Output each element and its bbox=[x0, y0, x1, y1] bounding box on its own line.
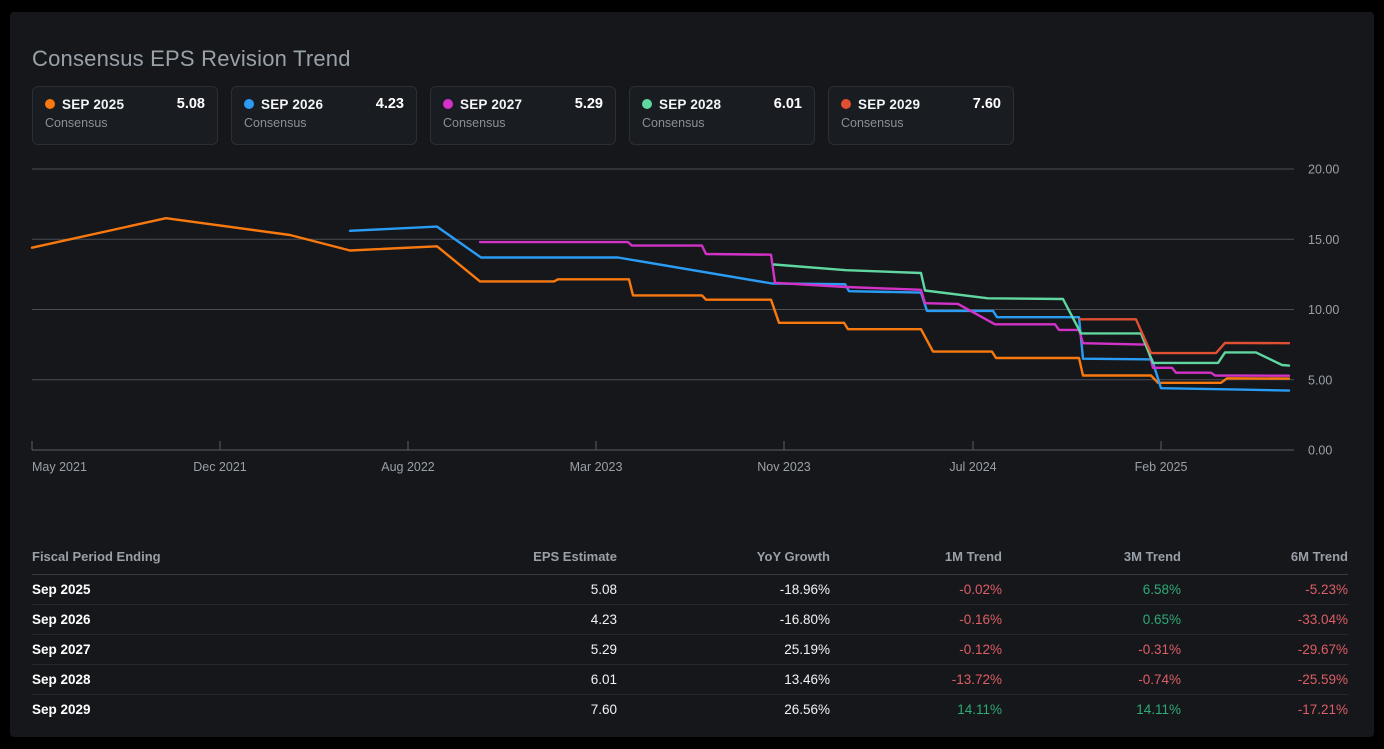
legend-card-label: SEP 2027 bbox=[460, 96, 523, 112]
eps-estimate-cell: 5.29 bbox=[332, 634, 617, 665]
series-color-dot bbox=[841, 99, 851, 109]
column-header-3m-trend: 3M Trend bbox=[1002, 540, 1181, 575]
x-axis-label: Mar 2023 bbox=[570, 460, 623, 474]
fiscal-period-cell: Sep 2028 bbox=[32, 664, 332, 695]
1m-trend-cell: -0.16% bbox=[830, 604, 1002, 635]
yoy-growth-cell: 26.56% bbox=[784, 702, 830, 717]
column-header-fiscal-period-ending: Fiscal Period Ending bbox=[32, 540, 332, 575]
y-axis-label-5.00: 5.00 bbox=[1308, 373, 1332, 387]
yoy-growth-cell: 25.19% bbox=[617, 634, 830, 665]
legend-card-subtitle: Consensus bbox=[443, 116, 506, 130]
1m-trend-cell: -0.02% bbox=[830, 574, 1002, 605]
legend-row: SEP 2025 5.08 Consensus SEP 2026 4.23 Co… bbox=[32, 86, 1014, 145]
legend-card-sep-2028[interactable]: SEP 2028 6.01 Consensus bbox=[629, 86, 815, 145]
legend-card-value: 7.60 bbox=[972, 96, 1001, 112]
column-header-1m-trend: 1M Trend bbox=[830, 540, 1002, 575]
series-color-dot bbox=[642, 99, 652, 109]
legend-card-value: 4.23 bbox=[375, 96, 404, 112]
legend-card-subtitle: Consensus bbox=[841, 116, 904, 130]
series-color-dot bbox=[45, 99, 55, 109]
y-axis-label-10.00: 10.00 bbox=[1308, 303, 1339, 317]
1m-trend-cell: -13.72% bbox=[830, 664, 1002, 695]
table-header-row: Fiscal Period Ending EPS Estimate YoY Gr… bbox=[32, 540, 1348, 575]
legend-card-value: 5.29 bbox=[574, 96, 603, 112]
6m-trend-cell: -33.04% bbox=[1181, 604, 1348, 635]
3m-trend-cell: 6.58% bbox=[1002, 574, 1181, 605]
series-line-sep-2025-consensus bbox=[30, 216, 1291, 384]
table-row-sep-2025: Sep 2025 5.08 -18.96% -0.02% 6.58% -5.23% bbox=[32, 574, 1348, 605]
legend-card-label: SEP 2029 bbox=[858, 96, 921, 112]
legend-card-label: SEP 2028 bbox=[659, 96, 722, 112]
yoy-growth-cell: -18.96% bbox=[617, 574, 830, 605]
yoy-growth-cell: 13.46% bbox=[617, 664, 830, 695]
y-axis-label-20.00: 20.00 bbox=[1308, 163, 1339, 177]
column-header-eps-estimate: EPS Estimate bbox=[332, 540, 617, 575]
table-row-sep-2028: Sep 2028 6.01 13.46% -13.72% -0.74% -25.59% bbox=[32, 664, 1348, 695]
table-row-sep-2029: Sep 2029 7.60 26.56% 14.11% 14.11% -17.21% bbox=[32, 695, 1348, 725]
legend-card-value: 5.08 bbox=[176, 96, 205, 112]
eps-revision-chart: 0.00 5.00 10.00 15.00 20.00 May 2021 Dec 2021 A… bbox=[10, 150, 1374, 490]
1m-trend-cell: -0.12% bbox=[830, 634, 1002, 665]
x-axis-label: Dec 2021 bbox=[193, 460, 247, 474]
legend-card-label: SEP 2026 bbox=[261, 96, 324, 112]
eps-revision-chart-svg: 0.00 5.00 10.00 15.00 20.00 May 2021 Dec 2021 A… bbox=[30, 163, 1339, 474]
legend-card-subtitle: Consensus bbox=[642, 116, 705, 130]
fiscal-period-cell: Sep 2025 bbox=[32, 574, 332, 605]
legend-card-subtitle: Consensus bbox=[244, 116, 307, 130]
page-title: Consensus EPS Revision Trend bbox=[32, 46, 351, 71]
eps-estimate-cell: 7.60 bbox=[590, 702, 617, 717]
legend-card-sep-2026[interactable]: SEP 2026 4.23 Consensus bbox=[231, 86, 417, 145]
fiscal-period-cell: Sep 2027 bbox=[32, 634, 332, 665]
eps-estimates-table: Fiscal Period Ending EPS Estimate YoY Gr… bbox=[32, 540, 1348, 724]
3m-trend-cell: 0.65% bbox=[1002, 604, 1181, 635]
app-panel: Consensus EPS Revision Trend SEP 2025 5.… bbox=[10, 12, 1374, 737]
legend-card-label: SEP 2025 bbox=[62, 96, 125, 112]
y-axis-label-0.00: 0.00 bbox=[1308, 444, 1332, 458]
legend-card-subtitle: Consensus bbox=[45, 116, 108, 130]
column-header-yoy-growth: YoY Growth bbox=[617, 540, 830, 575]
x-axis-label: Nov 2023 bbox=[757, 460, 811, 474]
eps-estimate-cell: 4.23 bbox=[332, 604, 617, 635]
yoy-growth-cell: -16.80% bbox=[617, 604, 830, 635]
6m-trend-cell: -25.59% bbox=[1181, 664, 1348, 695]
series-color-dot bbox=[244, 99, 254, 109]
legend-card-sep-2027[interactable]: SEP 2027 5.29 Consensus bbox=[430, 86, 616, 145]
x-axis-label: Feb 2025 bbox=[1135, 460, 1188, 474]
legend-card-sep-2025[interactable]: SEP 2025 5.08 Consensus bbox=[32, 86, 218, 145]
1m-trend-cell: 14.11% bbox=[957, 702, 1002, 717]
column-header-6m-trend: 6M Trend bbox=[1181, 540, 1348, 575]
6m-trend-cell: -5.23% bbox=[1181, 574, 1348, 605]
legend-card-sep-2029[interactable]: SEP 2029 7.60 Consensus bbox=[828, 86, 1014, 145]
fiscal-period-cell: Sep 2029 bbox=[32, 702, 91, 717]
series-line-sep-2029-consensus bbox=[1078, 318, 1291, 355]
6m-trend-cell: -17.21% bbox=[1297, 702, 1348, 717]
table-row-sep-2026: Sep 2026 4.23 -16.80% -0.16% 0.65% -33.04% bbox=[32, 604, 1348, 635]
3m-trend-cell: -0.74% bbox=[1002, 664, 1181, 695]
y-axis-label-15.00: 15.00 bbox=[1308, 233, 1339, 247]
eps-estimate-cell: 5.08 bbox=[332, 574, 617, 605]
series-line-sep-2028-consensus bbox=[772, 263, 1291, 367]
3m-trend-cell: 14.11% bbox=[1136, 702, 1181, 717]
6m-trend-cell: -29.67% bbox=[1181, 634, 1348, 665]
fiscal-period-cell: Sep 2026 bbox=[32, 604, 332, 635]
series-line-sep-2026-consensus bbox=[348, 225, 1291, 392]
x-axis-label: Jul 2024 bbox=[949, 460, 996, 474]
legend-card-value: 6.01 bbox=[773, 96, 802, 112]
table-row-sep-2027: Sep 2027 5.29 25.19% -0.12% -0.31% -29.67% bbox=[32, 634, 1348, 665]
3m-trend-cell: -0.31% bbox=[1002, 634, 1181, 665]
x-axis-label: Aug 2022 bbox=[381, 460, 435, 474]
series-color-dot bbox=[443, 99, 453, 109]
x-axis-label: May 2021 bbox=[32, 460, 87, 474]
eps-estimate-cell: 6.01 bbox=[332, 664, 617, 695]
series-line-sep-2027-consensus bbox=[478, 240, 1291, 377]
